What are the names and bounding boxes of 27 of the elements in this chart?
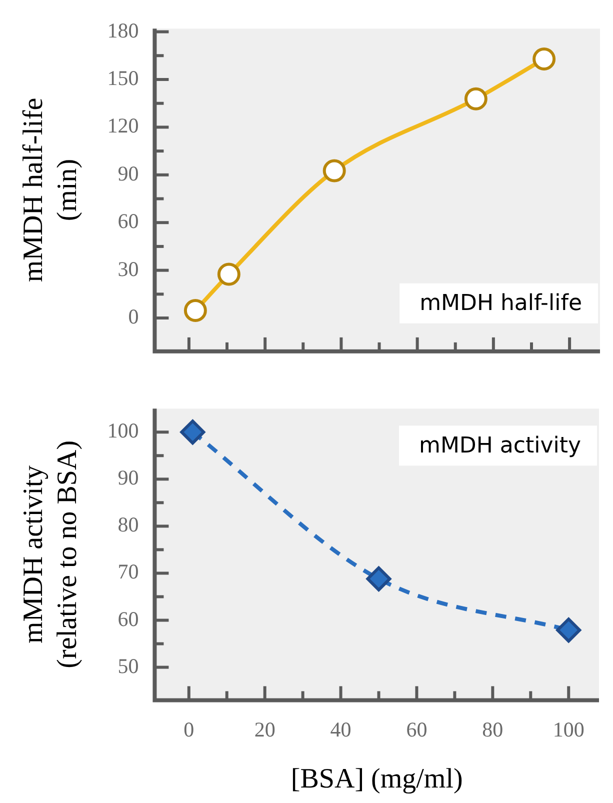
x-tick-label: 60 bbox=[406, 717, 428, 742]
y-tick-label: 120 bbox=[107, 114, 139, 138]
y-tick-label: 0 bbox=[128, 304, 139, 329]
point bbox=[180, 420, 206, 445]
x-tick-label: 80 bbox=[482, 717, 504, 742]
y-tick-label: 100 bbox=[107, 418, 139, 443]
y-tick-label: 180 bbox=[107, 18, 139, 42]
point bbox=[366, 566, 392, 592]
x-tick-label: 0 bbox=[184, 717, 194, 742]
y-tick-label: 50 bbox=[118, 654, 139, 678]
y-tick-label: 60 bbox=[118, 606, 139, 631]
x-tick-label: 20 bbox=[254, 717, 276, 742]
y-tick-label: 70 bbox=[118, 560, 139, 584]
y-tick-label: 150 bbox=[107, 66, 139, 90]
x-axis-title: [BSA] (mg/ml) bbox=[290, 764, 463, 795]
y-tick-label: 30 bbox=[118, 256, 139, 281]
y-tick-label: 80 bbox=[118, 512, 139, 537]
annotation: mMDH activity bbox=[419, 433, 582, 458]
y-tick-label: 90 bbox=[118, 466, 139, 490]
y-axis-title: mMDH activity (relative to no BSA) bbox=[18, 440, 83, 668]
y-tick-label: 90 bbox=[118, 161, 139, 186]
annotation: mMDH half-life bbox=[420, 291, 582, 316]
y-axis-title: mMDH half-life (min) bbox=[18, 98, 83, 282]
x-tick-label: 40 bbox=[330, 717, 352, 742]
point bbox=[556, 618, 582, 643]
x-tick-label: 100 bbox=[552, 717, 584, 742]
y-tick-label: 60 bbox=[118, 209, 139, 234]
